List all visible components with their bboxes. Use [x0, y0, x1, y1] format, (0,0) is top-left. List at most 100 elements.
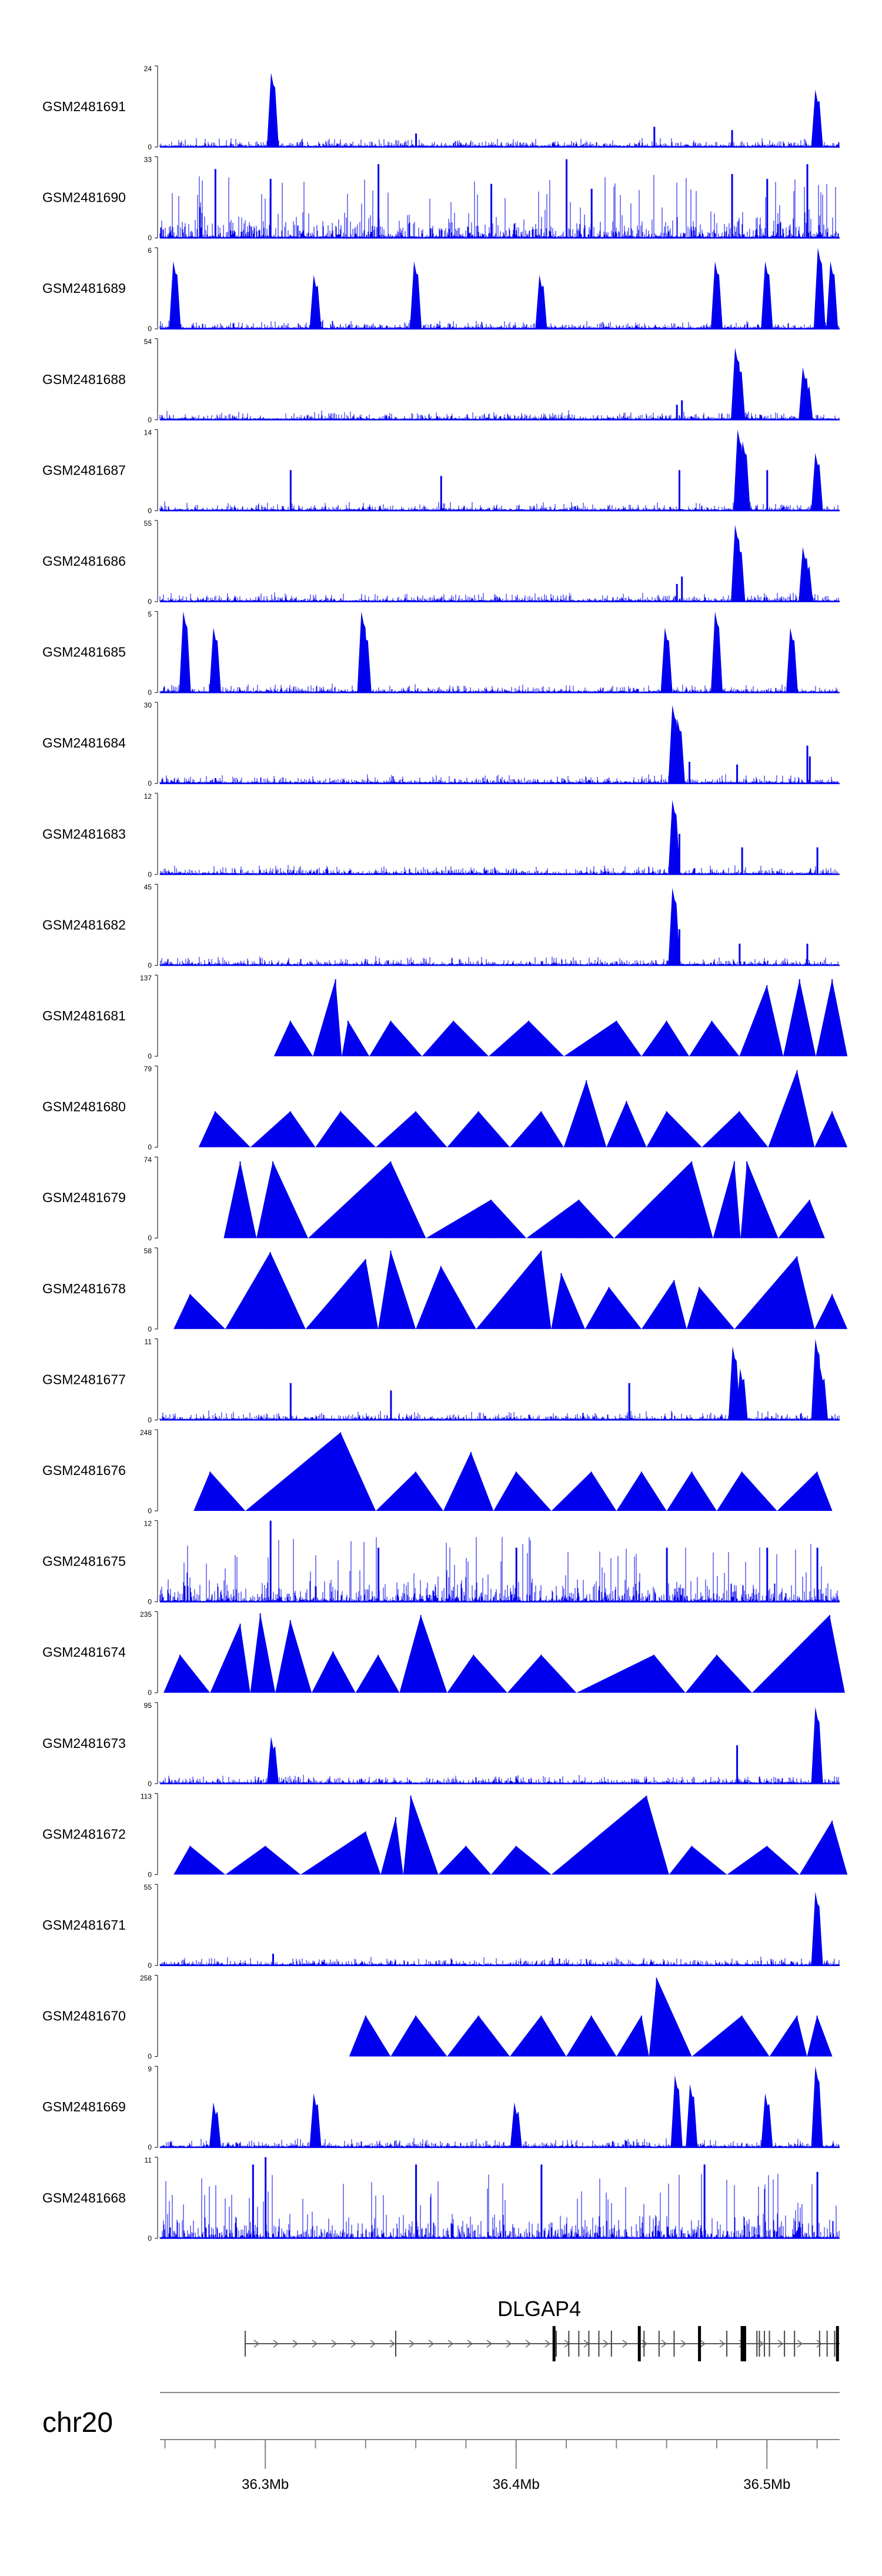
coverage-bars: [159, 319, 840, 329]
coverage-peak: [289, 470, 292, 511]
y-tick-label-max: 9: [148, 2065, 152, 2073]
track-label: GSM2481678: [42, 1281, 126, 1296]
coverage-area: [198, 1070, 848, 1147]
gene-name-label: DLGAP4: [497, 2297, 581, 2321]
coverage-peak: [678, 929, 680, 966]
coverage-bars: [159, 2173, 840, 2238]
y-tick-label-max: 24: [144, 65, 152, 73]
track-label: GSM2481690: [42, 190, 126, 205]
coverage-area: [173, 1250, 848, 1329]
axis-tick-label: 36.4Mb: [493, 2477, 540, 2492]
y-tick-label-min: 0: [148, 598, 152, 606]
y-tick-label-max: 11: [145, 1337, 152, 1346]
y-tick-label-max: 258: [140, 1974, 152, 1983]
y-tick-label-min: 0: [148, 2143, 152, 2151]
track-label: GSM2481689: [42, 281, 126, 296]
y-tick-label-min: 0: [148, 1598, 152, 1606]
y-tick-label-min: 0: [148, 1416, 152, 1424]
strand-arrow: [506, 2340, 512, 2348]
coverage-peak: [415, 2164, 417, 2238]
gene-exon: [836, 2326, 839, 2361]
coverage-peak: [806, 745, 808, 784]
track-GSM2481679: GSM2481679 74 0: [42, 1156, 825, 1242]
strand-arrow: [816, 2340, 823, 2348]
coverage-peak: [676, 405, 678, 420]
y-tick-label-min: 0: [148, 1234, 152, 1242]
gene-exon: [643, 2331, 645, 2357]
y-tick-label-max: 137: [140, 974, 152, 982]
coverage-peak: [214, 778, 216, 784]
gene-exon: [610, 2331, 612, 2357]
gene-exon: [568, 2331, 570, 2357]
coverage-peak: [440, 476, 442, 511]
track-label: GSM2481671: [42, 1917, 126, 1933]
gene-model: [245, 2326, 840, 2361]
track-GSM2481685: GSM2481685 5 0: [42, 610, 840, 697]
axis-ticks: 36.3Mb 36.4Mb 36.5Mb: [160, 2392, 840, 2492]
gene-exon: [784, 2331, 786, 2357]
track-GSM2481686: GSM2481686 55 0: [42, 519, 840, 606]
strand-arrow: [758, 2340, 764, 2348]
track-label: GSM2481673: [42, 1736, 126, 1751]
strand-arrow: [389, 2340, 396, 2348]
strand-arrow: [680, 2340, 687, 2348]
coverage-peak: [761, 2093, 773, 2148]
coverage-peak: [309, 275, 322, 329]
track-GSM2481675: GSM2481675 12 0: [42, 1520, 840, 1606]
gene-exon: [756, 2331, 758, 2357]
coverage-peak: [811, 452, 823, 511]
track-GSM2481674: GSM2481674 235 0: [42, 1610, 845, 1697]
track-label: GSM2481687: [42, 462, 126, 478]
track-label: GSM2481668: [42, 2190, 126, 2205]
coverage-peak: [731, 130, 733, 147]
coverage-peak: [816, 1547, 818, 1602]
strand-arrow: [797, 2340, 803, 2348]
gene-exon: [743, 2326, 746, 2361]
coverage-peak: [811, 2066, 823, 2148]
y-tick-label-max: 45: [144, 883, 152, 891]
coverage-peak: [766, 1547, 769, 1602]
coverage-peak: [169, 261, 181, 329]
strand-arrow: [292, 2340, 299, 2348]
strand-arrow: [273, 2340, 279, 2348]
gene-exon: [726, 2331, 728, 2357]
coverage-tracks: GSM2481691240GSM2481690330GSM248168960GS…: [42, 65, 848, 2243]
track-label: GSM2481683: [42, 826, 126, 842]
track-label: GSM2481684: [42, 735, 126, 750]
coverage-peak: [816, 1368, 828, 1420]
y-tick-label-min: 0: [148, 689, 152, 697]
y-tick-label-max: 11: [145, 2156, 152, 2164]
track-label: GSM2481680: [42, 1099, 126, 1115]
coverage-peak: [733, 539, 746, 602]
y-tick-label-min: 0: [148, 1780, 152, 1788]
strand-arrow: [428, 2340, 435, 2348]
strand-arrow: [661, 2340, 667, 2348]
gene-track: DLGAP4: [245, 2297, 840, 2361]
y-tick-label-max: 79: [144, 1065, 152, 1073]
coverage-area: [223, 1161, 825, 1239]
gene-exon: [658, 2331, 660, 2357]
y-tick-label-max: 30: [144, 701, 152, 709]
coverage-peak: [668, 800, 680, 875]
coverage-peak: [811, 1891, 823, 1966]
coverage-peak: [179, 611, 191, 693]
strand-arrow: [370, 2340, 376, 2348]
gene-exon: [698, 2326, 701, 2361]
y-tick-label-min: 0: [148, 1143, 152, 1152]
y-tick-label-max: 55: [144, 1883, 152, 1891]
y-tick-label-max: 12: [144, 792, 152, 800]
coverage-bars: [159, 1537, 840, 1602]
y-tick-label-min: 0: [148, 1689, 152, 1697]
y-tick-label-max: 33: [144, 156, 152, 164]
coverage-bars: [159, 865, 840, 875]
gene-exon: [764, 2331, 766, 2357]
track-label: GSM2481672: [42, 1826, 126, 1841]
y-tick-label-max: 95: [144, 1701, 152, 1710]
track-label: GSM2481682: [42, 917, 126, 932]
track-label: GSM2481670: [42, 2008, 126, 2024]
track-GSM2481672: GSM2481672 113 0: [42, 1792, 848, 1878]
y-tick-label-max: 74: [144, 1156, 152, 1164]
coverage-peak: [209, 2102, 221, 2148]
y-tick-label-min: 0: [148, 1325, 152, 1333]
coverage-peak: [515, 1547, 517, 1602]
